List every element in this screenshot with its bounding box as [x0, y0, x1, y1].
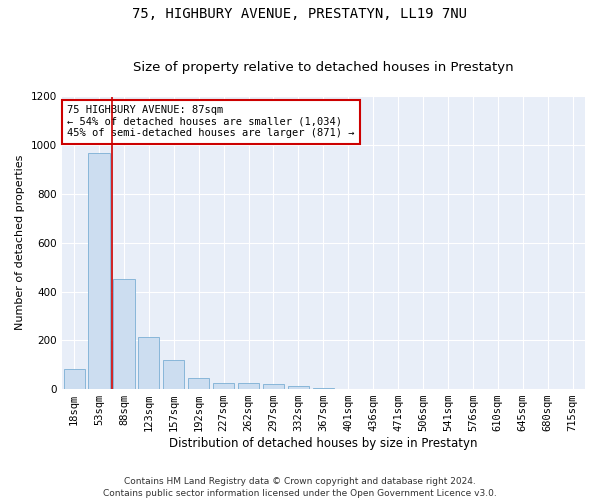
- Title: Size of property relative to detached houses in Prestatyn: Size of property relative to detached ho…: [133, 62, 514, 74]
- Bar: [64, 369, 85, 389]
- Text: Contains HM Land Registry data © Crown copyright and database right 2024.
Contai: Contains HM Land Registry data © Crown c…: [103, 476, 497, 498]
- Bar: [113, 278, 134, 389]
- Y-axis label: Number of detached properties: Number of detached properties: [15, 155, 25, 330]
- Bar: [313, 388, 334, 389]
- Bar: [88, 152, 110, 389]
- Text: 75, HIGHBURY AVENUE, PRESTATYN, LL19 7NU: 75, HIGHBURY AVENUE, PRESTATYN, LL19 7NU: [133, 8, 467, 22]
- Bar: [238, 383, 259, 389]
- Bar: [163, 360, 184, 389]
- Bar: [213, 382, 234, 389]
- Bar: [188, 378, 209, 389]
- Bar: [263, 384, 284, 389]
- Text: 75 HIGHBURY AVENUE: 87sqm
← 54% of detached houses are smaller (1,034)
45% of se: 75 HIGHBURY AVENUE: 87sqm ← 54% of detac…: [67, 106, 355, 138]
- Bar: [288, 386, 309, 389]
- Bar: [138, 336, 160, 389]
- X-axis label: Distribution of detached houses by size in Prestatyn: Distribution of detached houses by size …: [169, 437, 478, 450]
